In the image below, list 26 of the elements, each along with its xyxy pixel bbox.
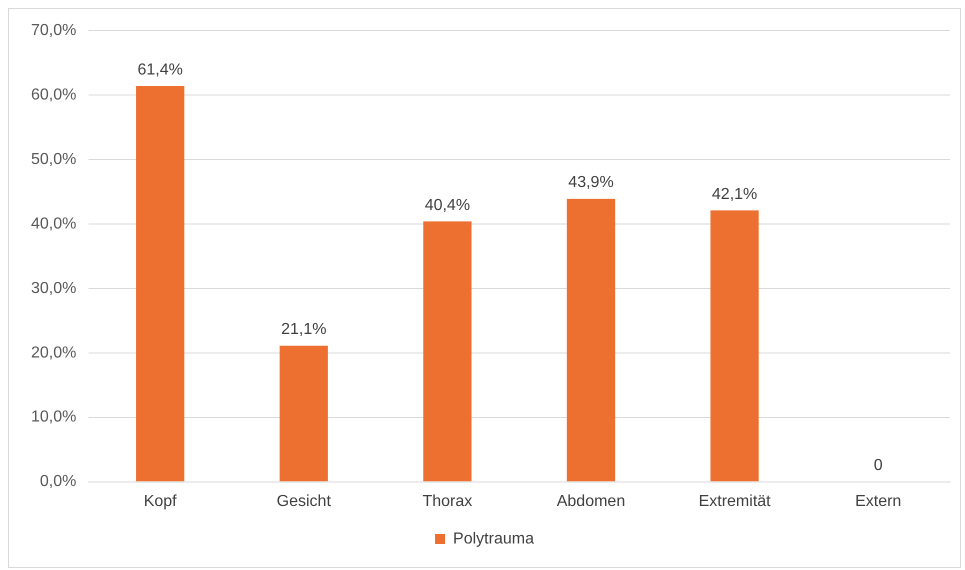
data-label: 43,9% (568, 174, 614, 192)
data-label: 0 (874, 457, 883, 474)
bar (566, 198, 616, 482)
x-tick-label: Abdomen (556, 492, 626, 510)
bar (280, 346, 328, 482)
x-tick-label: Extern (855, 492, 902, 510)
bar (710, 210, 759, 482)
data-label: 21,1% (281, 321, 326, 338)
data-label: 42,1% (712, 186, 758, 203)
y-tick-label: 0,0% (40, 473, 76, 490)
y-tick-label: 20,0% (30, 344, 76, 362)
x-tick-label: Thorax (422, 492, 472, 510)
bar (136, 86, 184, 482)
y-tick-label: 50,0% (30, 150, 76, 168)
x-tick-label: Extremität (698, 492, 772, 510)
data-label: 61,4% (137, 61, 183, 78)
x-tick-label: Gesicht (276, 492, 332, 510)
data-label: 40,4% (424, 196, 470, 214)
y-tick-label: 70,0% (30, 22, 76, 40)
y-tick-label: 30,0% (30, 280, 76, 297)
x-tick-label: Kopf (144, 492, 178, 510)
y-tick-label: 40,0% (30, 215, 76, 232)
legend-label: Polytrauma (453, 530, 534, 548)
y-tick-label: 60,0% (30, 86, 76, 104)
y-tick-label: 10,0% (30, 408, 76, 426)
bar (423, 221, 472, 482)
